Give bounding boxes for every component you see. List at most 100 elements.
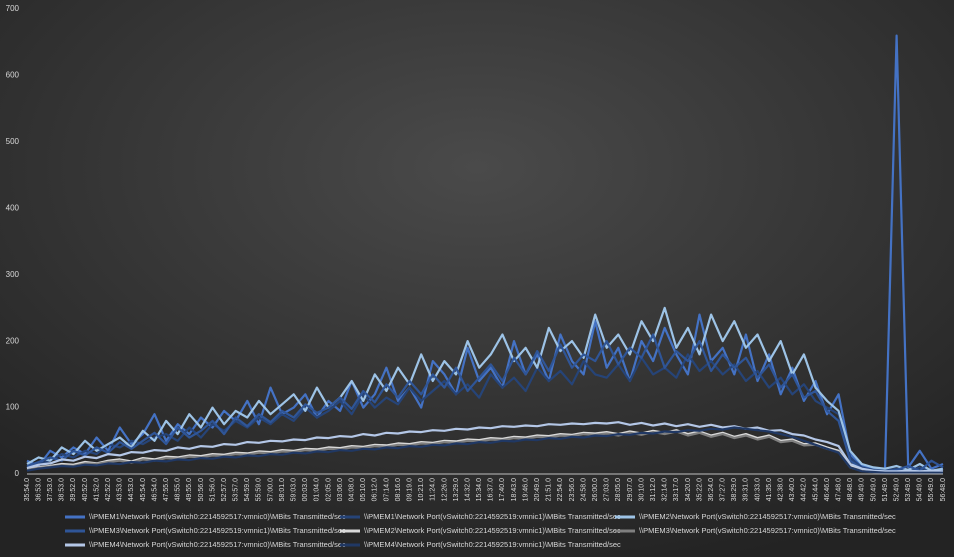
x-tick-label: 50:49.0 [870, 478, 877, 501]
legend-label: \\PMEM1\Network Port(vSwitch0:2214592517… [89, 512, 346, 521]
x-tick-label: 38:29.0 [731, 478, 738, 501]
x-tick-label: 19:46.0 [522, 478, 529, 501]
x-tick-label: 55:49.0 [928, 478, 935, 501]
legend-label: \\PMEM1\Network Port(vSwitch0:2214592519… [364, 512, 621, 521]
x-tick-label: 13:29.0 [453, 478, 460, 501]
x-tick-label: 51:49.0 [882, 478, 889, 501]
x-tick-label: 29:07.0 [627, 478, 634, 501]
series-line [26, 426, 943, 474]
legend-label: \\PMEM4\Network Port(vSwitch0:2214592517… [89, 540, 346, 549]
legend-label: \\PMEM3\Network Port(vSwitch0:2214592519… [89, 526, 346, 535]
x-tick-label: 47:48.0 [835, 478, 842, 501]
series-line [26, 430, 944, 474]
x-tick-label: 01:04.0 [314, 478, 321, 501]
x-tick-label: 43:53.0 [117, 478, 124, 501]
y-tick-label: 100 [6, 403, 20, 412]
x-tick-label: 46:54.0 [151, 478, 158, 501]
x-tick-label: 15:34.0 [476, 478, 483, 501]
x-tick-label: 40:52.0 [82, 478, 89, 501]
x-tick-label: 53:57.0 [233, 478, 240, 501]
x-tick-label: 14:32.0 [464, 478, 471, 501]
x-tick-label: 54:59.0 [244, 478, 251, 501]
x-tick-label: 02:05.0 [325, 478, 332, 501]
x-tick-label: 26:00.0 [592, 478, 599, 501]
x-tick-label: 46:46.0 [824, 478, 831, 501]
x-tick-label: 43:40.0 [789, 478, 796, 501]
y-tick-label: 200 [6, 336, 20, 345]
x-tick-label: 20:49.0 [534, 478, 541, 501]
x-tick-label: 36:24.0 [708, 478, 715, 501]
y-tick-label: 500 [6, 137, 20, 146]
y-tick-label: 600 [6, 71, 20, 80]
x-tick-label: 11:24.0 [430, 478, 437, 501]
x-tick-label: 41:52.0 [93, 478, 100, 501]
x-tick-label: 55:59.0 [256, 478, 263, 501]
x-tick-label: 30:10.0 [638, 478, 645, 501]
x-tick-label: 16:37.0 [488, 478, 495, 501]
series-line [26, 333, 944, 473]
x-tick-label: 57:00.0 [267, 478, 274, 501]
series-line [26, 421, 944, 473]
x-tick-label: 53:49.0 [905, 478, 912, 501]
x-tick-label: 04:08.0 [349, 478, 356, 501]
x-tick-label: 08:16.0 [395, 478, 402, 501]
x-tick-label: 52:49.0 [893, 478, 900, 501]
x-tick-label: 12:26.0 [441, 478, 448, 501]
x-tick-label: 05:10.0 [360, 478, 367, 501]
x-tick-label: 35:22.0 [696, 478, 703, 501]
x-tick-label: 27:03.0 [604, 478, 611, 501]
x-tick-label: 44:53.0 [128, 478, 135, 501]
x-tick-label: 28:05.0 [615, 478, 622, 501]
x-tick-label: 24:58.0 [580, 478, 587, 501]
x-tick-label: 41:35.0 [766, 478, 773, 501]
y-tick-label: 700 [6, 4, 20, 13]
x-tick-label: 21:51.0 [546, 478, 553, 501]
x-tick-label: 07:14.0 [383, 478, 390, 501]
x-tick-label: 48:55.0 [175, 478, 182, 501]
x-tick-label: 03:06.0 [337, 478, 344, 501]
legend-label: \\PMEM4\Network Port(vSwitch0:2214592519… [364, 540, 621, 549]
legend-label: \\PMEM3\Network Port(vSwitch0:2214592517… [639, 526, 896, 535]
x-tick-label: 18:43.0 [511, 478, 518, 501]
x-tick-label: 10:21.0 [418, 478, 425, 501]
y-tick-label: 400 [6, 203, 20, 212]
x-tick-label: 42:38.0 [778, 478, 785, 501]
x-tick-label: 09:19.0 [406, 478, 413, 501]
x-tick-label: 31:12.0 [650, 478, 657, 501]
x-tick-label: 39:31.0 [743, 478, 750, 501]
y-tick-label: 300 [6, 270, 20, 279]
x-tick-label: 39:52.0 [70, 478, 77, 501]
x-tick-label: 59:03.0 [291, 478, 298, 501]
x-tick-label: 42:52.0 [105, 478, 112, 501]
x-tick-label: 32:14.0 [662, 478, 669, 501]
x-tick-label: 06:12.0 [372, 478, 379, 501]
x-tick-label: 54:49.0 [917, 478, 924, 501]
x-tick-label: 45:54.0 [140, 478, 147, 501]
x-tick-label: 38:53.0 [59, 478, 66, 501]
x-tick-label: 56:48.0 [940, 478, 947, 501]
legend-label: \\PMEM2\Network Port(vSwitch0:2214592519… [364, 526, 621, 535]
x-tick-label: 49:55.0 [186, 478, 193, 501]
x-tick-label: 35:54.0 [24, 478, 31, 501]
x-tick-label: 00:03.0 [302, 478, 309, 501]
x-tick-label: 44:42.0 [801, 478, 808, 501]
x-tick-label: 37:53.0 [47, 478, 54, 501]
x-tick-label: 17:40.0 [499, 478, 506, 501]
x-tick-label: 37:27.0 [720, 478, 727, 501]
x-tick-label: 45:44.0 [812, 478, 819, 501]
series-line [26, 353, 944, 473]
x-tick-label: 52:57.0 [221, 478, 228, 501]
x-tick-label: 34:20.0 [685, 478, 692, 501]
series-line [26, 429, 944, 474]
y-tick-label: 0 [15, 469, 20, 478]
x-tick-label: 40:33.0 [754, 478, 761, 501]
legend-label: \\PMEM2\Network Port(vSwitch0:2214592517… [639, 512, 896, 521]
x-tick-label: 49:49.0 [859, 478, 866, 501]
x-tick-label: 33:17.0 [673, 478, 680, 501]
x-tick-label: 58:01.0 [279, 478, 286, 501]
x-tick-label: 23:56.0 [569, 478, 576, 501]
series-line [26, 306, 944, 472]
x-tick-label: 47:55.0 [163, 478, 170, 501]
